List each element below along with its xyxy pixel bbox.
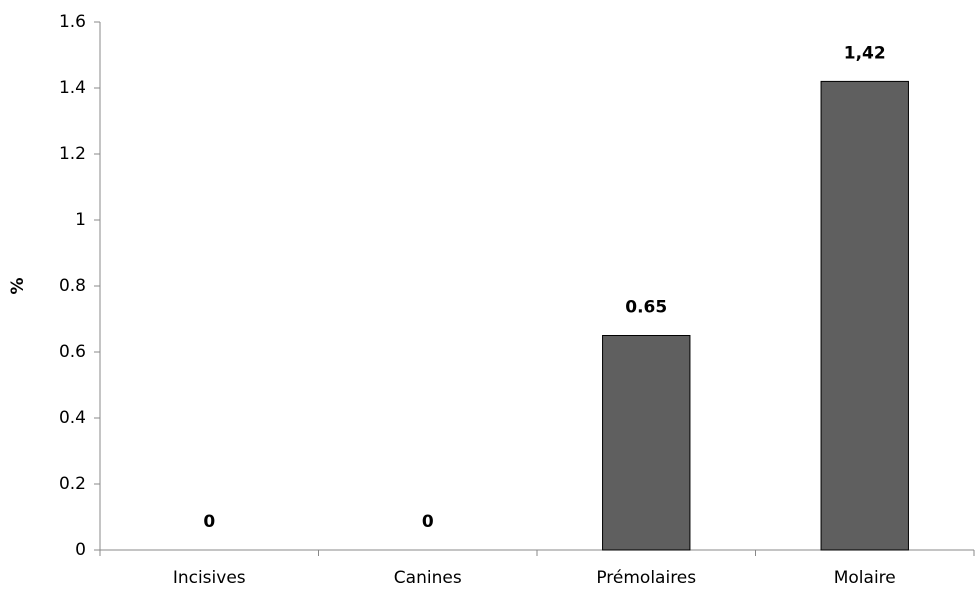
bar [602,335,691,551]
y-axis-label: % [8,277,28,294]
y-tick-label: 0.6 [59,342,86,362]
y-tick-label: 0 [75,540,86,560]
bar [820,80,909,551]
y-tick-label: 0.2 [59,474,86,494]
y-tick-label: 1 [75,210,86,230]
value-label: 1,42 [844,43,886,63]
value-label: 0 [203,512,215,532]
value-label: 0 [422,512,434,532]
x-tick-label: Canines [394,568,462,588]
y-tick-label: 0.8 [59,276,86,296]
x-tick-label: Incisives [173,568,246,588]
x-tick-label: Molaire [834,568,896,588]
x-tick-label: Prémolaires [596,568,696,588]
y-tick-label: 0.4 [59,408,86,428]
y-tick-label: 1.6 [59,12,86,32]
value-label: 0.65 [625,298,667,318]
y-tick-label: 1.2 [59,144,86,164]
y-tick-label: 1.4 [59,78,86,98]
